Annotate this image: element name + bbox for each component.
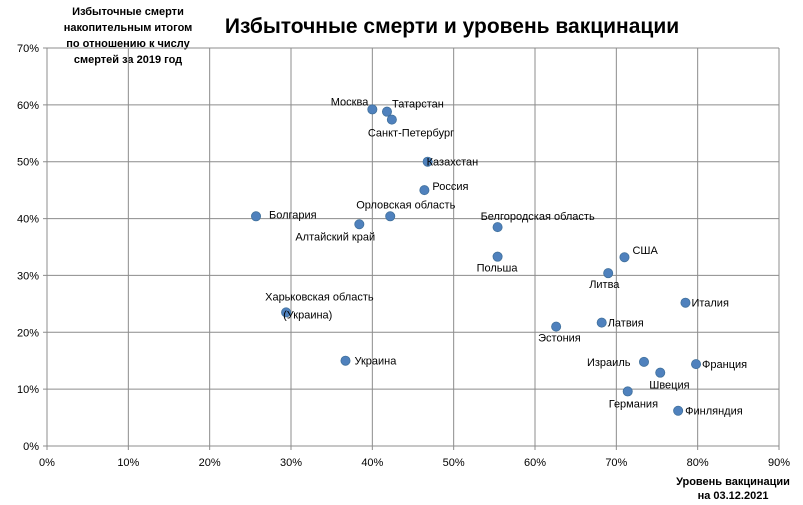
x-tick-label: 10% xyxy=(117,457,139,469)
chart-title: Избыточные смерти и уровень вакцинации xyxy=(225,15,679,38)
data-points xyxy=(251,104,702,416)
data-point xyxy=(619,252,630,263)
point-label: Израиль xyxy=(587,357,631,369)
point-label: Италия xyxy=(691,298,729,310)
data-point xyxy=(691,359,702,370)
data-point xyxy=(492,222,503,233)
data-point xyxy=(655,367,666,378)
y-axis-label-line: по отношению к числу xyxy=(66,38,190,50)
data-point xyxy=(381,106,392,117)
data-point xyxy=(367,104,378,115)
data-point xyxy=(422,156,433,167)
y-tick-label: 70% xyxy=(17,43,39,55)
data-point xyxy=(419,185,430,196)
x-tick-label: 80% xyxy=(687,457,709,469)
point-label: Орловская область xyxy=(356,199,455,211)
x-tick-label: 60% xyxy=(524,457,546,469)
point-label: Украина xyxy=(354,356,397,368)
point-label: Казахстан xyxy=(427,157,479,169)
data-point xyxy=(385,211,396,222)
x-axis-label-line: Уровень вакцинации xyxy=(676,476,790,488)
x-tick-label: 20% xyxy=(199,457,221,469)
point-label: Харьковская область xyxy=(265,291,374,303)
y-axis-label-line: накопительным итогом xyxy=(64,22,193,34)
y-tick-label: 20% xyxy=(17,327,39,339)
y-tick-label: 30% xyxy=(17,270,39,282)
y-tick-label: 0% xyxy=(23,441,39,453)
point-label: Литва xyxy=(589,279,620,291)
point-label: Москва xyxy=(331,96,369,108)
y-tick-label: 60% xyxy=(17,100,39,112)
x-tick-label: 90% xyxy=(768,457,790,469)
point-label: Польша xyxy=(477,263,519,275)
x-axis-ticks: 0% 10% 20% 30% 40% 50% 60% 70% 80% 90% xyxy=(39,457,790,469)
data-point xyxy=(354,219,365,230)
point-label: Санкт-Петербург xyxy=(368,128,454,140)
data-point xyxy=(251,211,262,222)
data-point xyxy=(622,386,633,397)
x-tick-label: 50% xyxy=(443,457,465,469)
point-label: Финляндия xyxy=(685,406,743,418)
data-point xyxy=(673,405,684,416)
y-axis-ticks: 0% 10% 20% 30% 40% 50% 60% 70% xyxy=(17,43,39,453)
x-tick-label: 0% xyxy=(39,457,55,469)
point-label: Латвия xyxy=(608,318,644,330)
point-label: США xyxy=(632,245,658,257)
x-tick-label: 40% xyxy=(361,457,383,469)
point-label: Россия xyxy=(432,181,468,193)
y-tick-label: 10% xyxy=(17,384,39,396)
data-point xyxy=(492,251,503,262)
point-label: Алтайский край xyxy=(295,231,375,243)
data-point xyxy=(281,307,292,318)
point-label: Белгородская область xyxy=(481,211,595,223)
point-label: Эстония xyxy=(538,333,581,345)
point-label: Швеция xyxy=(649,380,689,392)
data-point xyxy=(340,355,351,366)
point-label: (Украина) xyxy=(283,309,332,321)
x-axis-label: Уровень вакцинации на 03.12.2021 xyxy=(676,476,790,502)
y-tick-label: 50% xyxy=(17,157,39,169)
point-label: Татарстан xyxy=(392,99,444,111)
data-point xyxy=(680,297,691,308)
data-point xyxy=(551,321,562,332)
y-tick-label: 40% xyxy=(17,214,39,226)
data-point xyxy=(596,317,607,328)
point-labels: Москва Татарстан Санкт-Петербург Казахстан Р… xyxy=(265,96,747,417)
point-label: Болгария xyxy=(269,209,317,221)
point-label: Франция xyxy=(702,359,747,371)
x-tick-label: 30% xyxy=(280,457,302,469)
x-axis-label-line: на 03.12.2021 xyxy=(698,490,769,502)
data-point xyxy=(638,356,649,367)
data-point xyxy=(603,268,614,279)
point-label: Германия xyxy=(609,398,658,410)
data-point xyxy=(386,114,397,125)
x-tick-label: 70% xyxy=(605,457,627,469)
y-axis-label-line: Избыточные смерти xyxy=(72,6,184,18)
gridlines xyxy=(43,47,780,450)
